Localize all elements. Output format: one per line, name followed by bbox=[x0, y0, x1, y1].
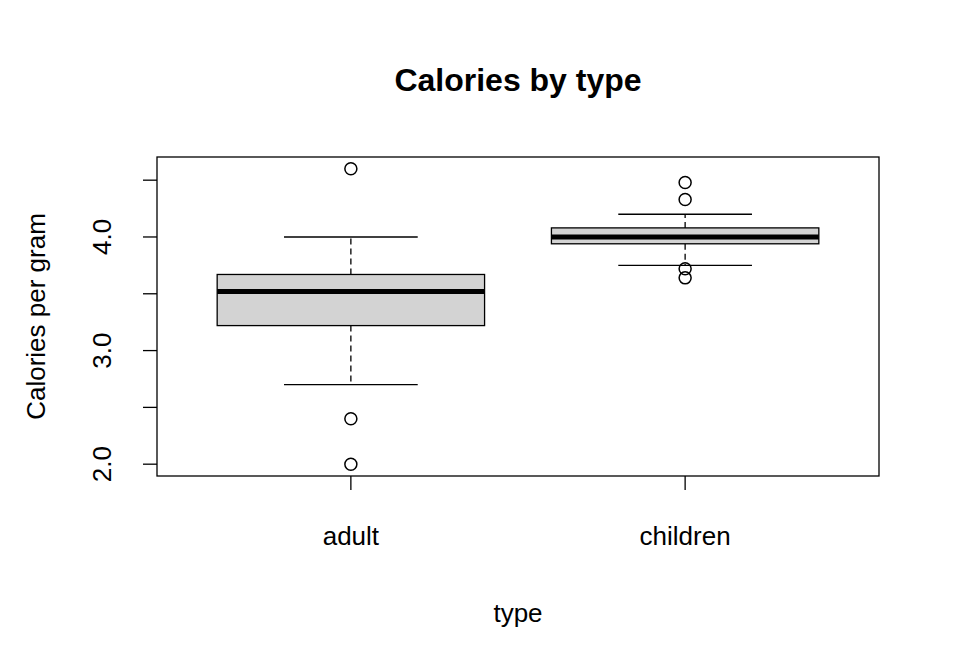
lower-whisker bbox=[350, 326, 351, 385]
lower-cap bbox=[284, 384, 418, 385]
upper-whisker bbox=[350, 237, 351, 274]
y-tick-label: 3.0 bbox=[87, 333, 117, 369]
x-tick-label: adult bbox=[323, 521, 380, 551]
median bbox=[551, 234, 818, 239]
median bbox=[217, 289, 484, 294]
y-tick bbox=[143, 407, 157, 408]
x-tick bbox=[350, 476, 351, 490]
outlier bbox=[345, 163, 357, 175]
plot-frame bbox=[157, 157, 879, 476]
x-axis-label: type bbox=[493, 598, 542, 628]
chart-svg: Calories by type type Calories per gram 2.0… bbox=[0, 0, 960, 672]
outlier bbox=[679, 193, 691, 205]
upper-whisker bbox=[684, 214, 685, 228]
y-tick bbox=[143, 293, 157, 294]
outlier bbox=[345, 458, 357, 470]
box bbox=[551, 228, 818, 244]
box bbox=[217, 274, 484, 325]
y-tick-label: 4.0 bbox=[87, 219, 117, 255]
y-tick bbox=[143, 464, 157, 465]
chart-container: Calories by type type Calories per gram 2.0… bbox=[0, 0, 960, 672]
y-tick bbox=[143, 180, 157, 181]
y-tick-label: 2.0 bbox=[87, 446, 117, 482]
lower-cap bbox=[618, 265, 752, 266]
outlier bbox=[679, 272, 691, 284]
y-tick bbox=[143, 350, 157, 351]
y-axis-label: Calories per gram bbox=[21, 213, 51, 420]
background bbox=[0, 0, 960, 672]
upper-cap bbox=[618, 214, 752, 215]
plot-area bbox=[217, 163, 819, 470]
x-tick-label: children bbox=[640, 521, 731, 551]
y-tick bbox=[143, 236, 157, 237]
outlier bbox=[345, 413, 357, 425]
upper-cap bbox=[284, 236, 418, 237]
x-tick bbox=[684, 476, 685, 490]
title: Calories by type bbox=[394, 62, 641, 98]
outlier bbox=[679, 176, 691, 188]
